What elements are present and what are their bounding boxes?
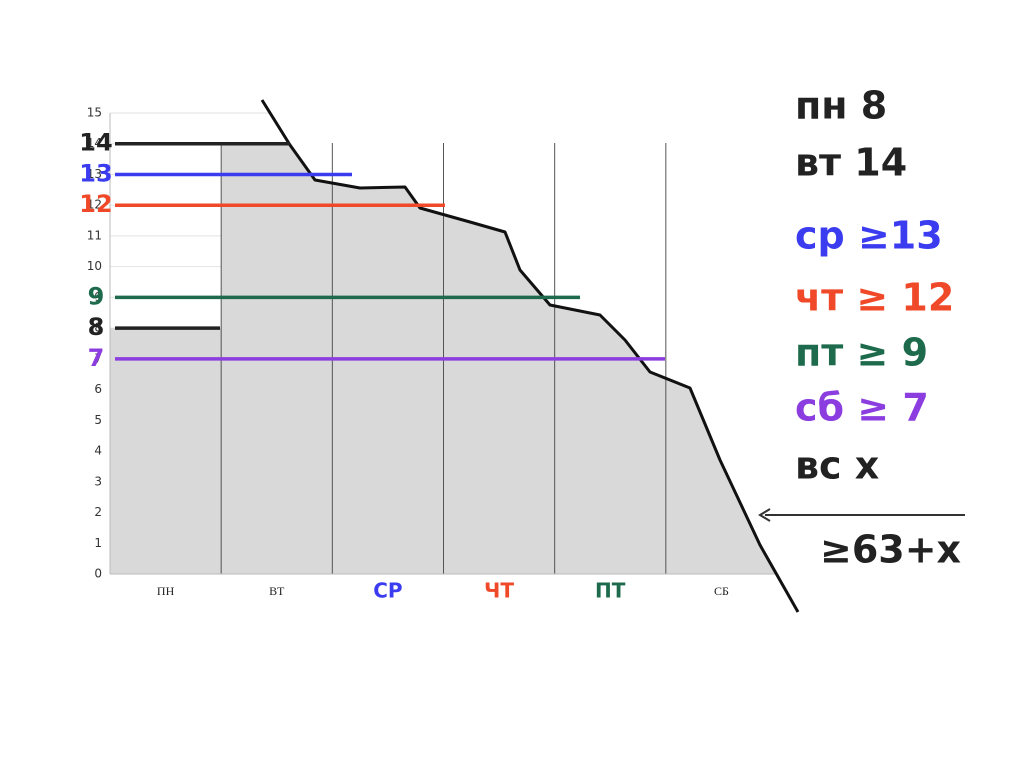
y-tick-label: 6 [94, 382, 102, 396]
x-tick-label: СБ [714, 584, 729, 598]
annotation: сб ≥ 7 [795, 386, 929, 430]
annotation: ≥63+x [820, 528, 961, 572]
y-tick-label: 13 [87, 167, 102, 181]
y-tick-label: 12 [87, 198, 102, 212]
x-tick-label: ЧТ [484, 579, 514, 603]
annotation: пн 8 [795, 84, 887, 128]
bar [332, 174, 444, 574]
y-tick-label: 5 [94, 413, 102, 427]
annotation: пт ≥ 9 [795, 331, 928, 375]
y-tick-label: 4 [94, 444, 102, 458]
level-label: 12 [79, 190, 112, 218]
annotation: чт ≥ 12 [795, 276, 954, 320]
x-tick-label: СР [373, 579, 402, 603]
hand-curve [260, 99, 800, 613]
bar [110, 328, 222, 574]
level-label: 8 [88, 313, 105, 341]
level-label: 13 [79, 159, 112, 187]
y-tick-label: 9 [94, 290, 102, 304]
y-tick-label: 1 [94, 536, 102, 550]
annotation: вт 14 [795, 141, 907, 185]
y-tick-label: 10 [87, 259, 102, 273]
level-label: 7 [88, 344, 105, 372]
cut-mask [262, 100, 790, 600]
level-label: 14 [79, 129, 112, 157]
y-tick-label: 15 [87, 106, 102, 120]
x-tick-label: ВТ [269, 584, 285, 598]
y-tick-label: 3 [94, 474, 102, 488]
annotation: вс x [795, 444, 879, 488]
y-tick-label: 11 [87, 228, 102, 242]
y-tick-label: 0 [94, 567, 102, 581]
x-tick-label: ПТ [595, 579, 626, 603]
y-tick-label: 8 [94, 321, 102, 335]
annotation: ср ≥13 [795, 214, 943, 258]
y-tick-label: 2 [94, 505, 102, 519]
level-label: 9 [88, 282, 105, 310]
sum-arrow [758, 508, 771, 522]
y-tick-label: 14 [87, 136, 102, 150]
y-tick-label: 7 [94, 351, 102, 365]
x-tick-label: ПН [157, 584, 175, 598]
